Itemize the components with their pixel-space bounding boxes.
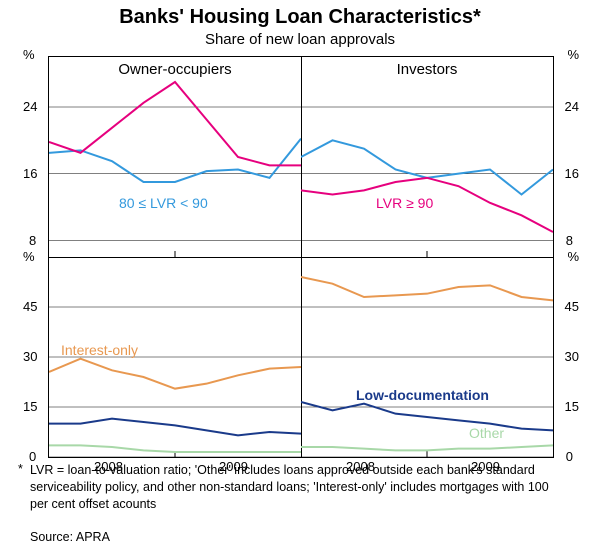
ytick: 45: [23, 299, 37, 314]
y-unit-left-top: %: [23, 47, 35, 62]
panel-bottom-left: Interest-only: [49, 257, 301, 457]
ytick: 16: [565, 166, 579, 181]
ytick: 30: [23, 349, 37, 364]
plot-area: Owner-occupiers Investors 80 ≤ LVR < 90 …: [48, 56, 554, 458]
ytick: 30: [565, 349, 579, 364]
panel-top-left: 80 ≤ LVR < 90: [49, 57, 301, 257]
source: Source: APRA: [30, 530, 110, 544]
y-unit-right-bot: %: [567, 249, 579, 264]
footnote: LVR = loan-to-valuation ratio; 'Other' i…: [30, 462, 570, 513]
ytick: 24: [23, 99, 37, 114]
panel-top-right: LVR ≥ 90: [301, 57, 553, 257]
chart-container: Banks' Housing Loan Characteristics* Sha…: [0, 0, 600, 557]
ytick: 16: [23, 166, 37, 181]
y-unit-right-top: %: [567, 47, 579, 62]
ytick: 15: [23, 399, 37, 414]
label-lvr90: LVR ≥ 90: [376, 195, 433, 211]
label-interest-only: Interest-only: [61, 342, 138, 358]
label-other: Other: [469, 425, 504, 441]
ytick: 24: [565, 99, 579, 114]
y-unit-left-bot: %: [23, 249, 35, 264]
ytick: 15: [565, 399, 579, 414]
chart-subtitle: Share of new loan approvals: [0, 31, 600, 48]
label-low-doc: Low-documentation: [356, 387, 489, 403]
ytick: 8: [566, 233, 573, 248]
ytick: 45: [565, 299, 579, 314]
ytick: 8: [29, 233, 36, 248]
panel-bottom-right: Low-documentation Other: [301, 257, 553, 457]
label-lvr80: 80 ≤ LVR < 90: [119, 195, 208, 211]
chart-title: Banks' Housing Loan Characteristics*: [0, 0, 600, 29]
footnote-star: *: [18, 462, 23, 476]
